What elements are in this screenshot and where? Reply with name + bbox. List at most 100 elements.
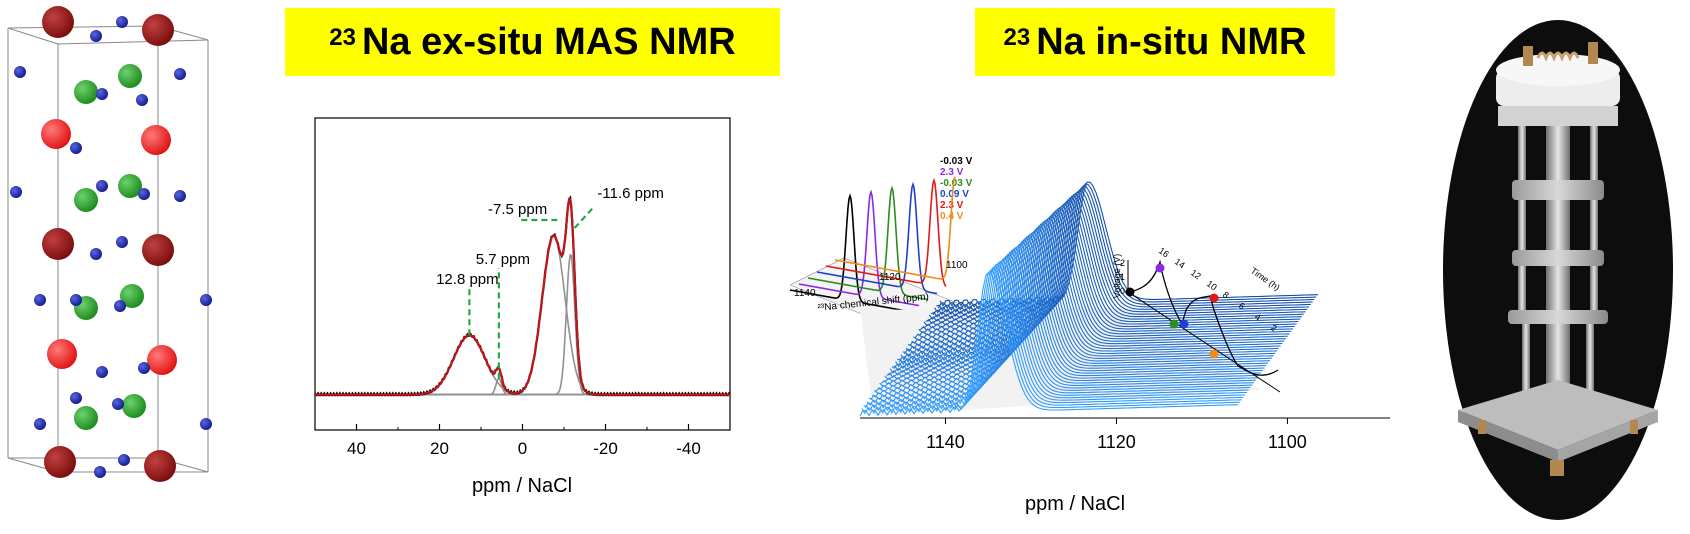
peak-annotations: 12.8 ppm 5.7 ppm -7.5 ppm -11.6 ppm <box>436 185 664 379</box>
isotope-superscript: 23 <box>329 24 356 51</box>
atom <box>34 418 46 430</box>
waterfall-spectrum <box>864 265 1244 409</box>
inset-legend-entry: -0.03 V <box>940 178 973 189</box>
cell-edge <box>57 39 209 45</box>
waterfall-spectrum <box>914 209 1294 339</box>
atom <box>90 248 102 260</box>
atom <box>70 142 82 154</box>
atom <box>116 236 128 248</box>
x-axis-label: ppm / NaCl <box>1025 493 1125 515</box>
peak-label: -11.6 ppm <box>597 185 663 202</box>
voltage-curve <box>1129 259 1279 376</box>
inset-tick-label: 1120 <box>879 272 901 283</box>
waterfall-spectrum <box>907 217 1287 350</box>
waterfall-spectrum <box>859 271 1239 417</box>
fit-total-spectrum <box>315 197 730 396</box>
inset-spectrum <box>790 193 911 313</box>
component-peak <box>315 253 730 396</box>
atom <box>147 345 177 375</box>
plot-frame <box>314 117 731 431</box>
atom <box>14 66 26 78</box>
waterfall-spectrum <box>872 257 1251 398</box>
x-tick-label: -20 <box>593 439 618 458</box>
cell-edge <box>7 27 59 45</box>
cell-edge <box>7 25 159 29</box>
spectrum-curves <box>314 195 731 397</box>
atom <box>138 362 150 374</box>
x-axis: 40 20 0 -20 -40 <box>347 424 701 458</box>
inset-spectrum <box>807 185 929 301</box>
atom <box>96 88 108 100</box>
waterfall-spectrum <box>863 267 1242 412</box>
atom <box>94 466 106 478</box>
peak-label: -7.5 ppm <box>488 201 547 218</box>
x-tick-label: 10 <box>1205 278 1219 292</box>
peak-label: 5.7 ppm <box>476 251 530 268</box>
voltage-marker <box>1209 293 1219 303</box>
annotation-leader <box>573 205 596 229</box>
atom <box>34 294 46 306</box>
atom <box>96 366 108 378</box>
inset-spectrum <box>834 176 956 280</box>
exsitu-mas-chart: 40 20 0 -20 -40 12.8 ppm 5.7 ppm -7.5 ppm -11.6… <box>314 117 731 497</box>
waterfall-spectrum <box>889 237 1269 374</box>
atom <box>70 392 82 404</box>
atom <box>74 80 98 104</box>
waterfall-spectrum <box>866 263 1246 406</box>
y-tick-label: 2 <box>1120 258 1125 268</box>
waterfall-spectrum <box>902 223 1281 358</box>
atom <box>74 188 98 212</box>
peak-label: 12.8 ppm <box>436 271 499 288</box>
waterfall-spectrum <box>895 231 1274 368</box>
x-tick-label: 12 <box>1189 267 1203 281</box>
inset-tick-label: 1140 <box>794 288 816 299</box>
atom <box>142 234 174 266</box>
atom <box>144 450 176 482</box>
x-tick-label: 6 <box>1237 300 1247 311</box>
inset-legend-entry: -0.03 V <box>940 156 973 167</box>
x-tick-label: 16 <box>1157 245 1171 259</box>
insitu-title-banner: 23 Na in-situ NMR <box>975 8 1335 76</box>
waterfall-spectrum <box>861 269 1240 415</box>
inset-spectrum <box>798 189 920 307</box>
atom <box>141 125 171 155</box>
atom <box>41 119 71 149</box>
atom <box>136 94 148 106</box>
waterfall-spectrum <box>868 262 1247 404</box>
x-tick-label: -40 <box>676 439 701 458</box>
atom <box>118 174 142 198</box>
waterfall-spectrum <box>905 219 1285 353</box>
waterfall-spectrum <box>870 259 1249 401</box>
waterfall-spectrum <box>877 251 1256 390</box>
x-tick-label: 2 <box>1269 322 1279 333</box>
inset-legend-entry: 0.09 V <box>940 189 969 200</box>
atom <box>74 406 98 430</box>
atom <box>200 294 212 306</box>
waterfall-spectrum <box>912 211 1292 342</box>
waterfall-spectrum <box>882 245 1262 383</box>
waterfall-spectrum <box>875 253 1255 392</box>
experimental-spectrum <box>314 195 731 397</box>
voltage-marker <box>1179 319 1189 329</box>
atom <box>114 300 126 312</box>
atom <box>138 188 150 200</box>
crystal-structure <box>7 6 212 482</box>
atom <box>120 284 144 308</box>
voltage-marker <box>1169 319 1179 329</box>
atom <box>174 190 186 202</box>
atom <box>42 228 74 260</box>
y-tick-label: 1 <box>1120 272 1125 282</box>
atom <box>42 6 74 38</box>
atom <box>44 446 76 478</box>
x-tick-label: 20 <box>430 439 449 458</box>
inset-tick-label: 1100 <box>946 260 968 271</box>
time-axis-label: Time (h) <box>1249 265 1282 292</box>
waterfall-spectrum <box>928 193 1308 320</box>
atom <box>47 339 77 369</box>
x-tick-label: 8 <box>1221 289 1231 300</box>
exsitu-title-banner: 23 Na ex-situ MAS NMR <box>285 8 780 76</box>
insitu-waterfall-chart: -0.03 V2.3 V-0.03 V0.09 V2.3 V0.4 V11401… <box>790 156 1390 515</box>
inset-spectrum <box>825 177 947 287</box>
waterfall-spectrum <box>911 213 1290 344</box>
atom <box>200 418 212 430</box>
